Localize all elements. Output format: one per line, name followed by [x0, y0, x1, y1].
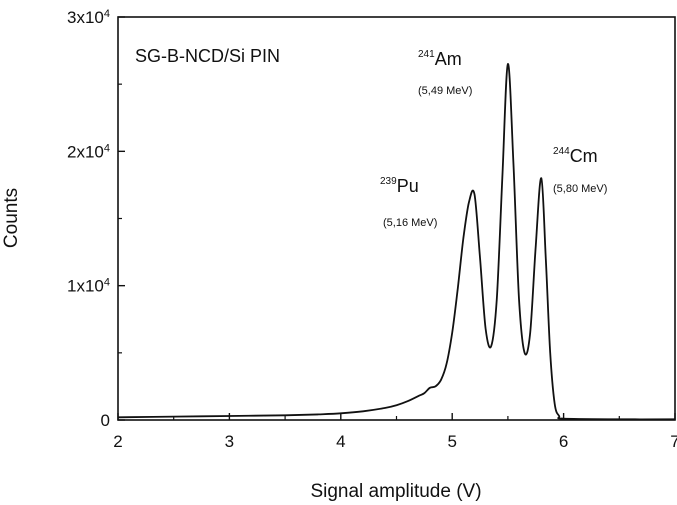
x-tick-label: 2 — [113, 432, 122, 451]
x-tick-label: 5 — [447, 432, 456, 451]
y-tick-label: 0 — [101, 411, 110, 430]
peak-energy-cm: (5,80 MeV) — [553, 183, 607, 195]
peak-energy-pu: (5,16 MeV) — [383, 217, 437, 229]
y-tick-label: 1x104 — [67, 277, 110, 296]
x-tick-label: 7 — [670, 432, 677, 451]
peak-label-am: 241Am — [418, 49, 462, 69]
x-tick-label: 6 — [559, 432, 568, 451]
y-axis-title: Counts — [1, 188, 22, 248]
peak-label-cm: 244Cm — [553, 146, 598, 166]
y-tick-label: 2x104 — [67, 142, 110, 161]
peak-label-pu: 239Pu — [380, 176, 419, 196]
x-tick-label: 4 — [336, 432, 345, 451]
peak-annotations: 239Pu (5,16 MeV) 241Am (5,49 MeV) 244Cm (5,80… — [380, 49, 607, 229]
x-axis-title: Signal amplitude (V) — [310, 481, 481, 502]
spectrum-line — [117, 63, 676, 421]
inset-label: SG-B-NCD/Si PIN — [135, 46, 280, 66]
y-tick-label: 3x104 — [67, 8, 110, 27]
peak-energy-am: (5,49 MeV) — [418, 85, 472, 97]
y-axis-ticks: 0 1x104 2x104 3x104 — [67, 8, 125, 430]
x-tick-label: 3 — [225, 432, 234, 451]
